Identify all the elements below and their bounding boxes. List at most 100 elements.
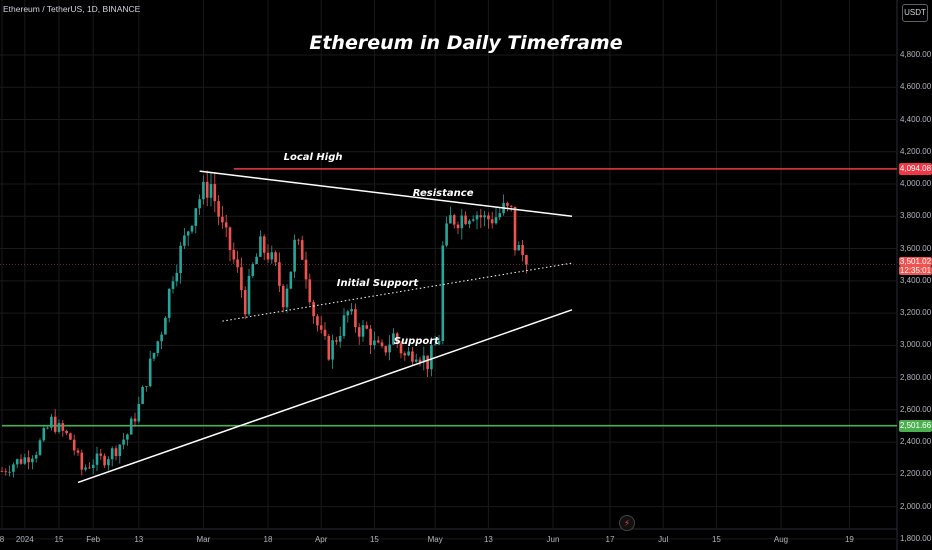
countdown-tag: 12:35:01 xyxy=(899,265,932,275)
candle-body xyxy=(228,227,232,250)
candle-body xyxy=(338,335,342,342)
candle-body xyxy=(475,215,479,220)
candle-body xyxy=(95,453,99,465)
candle-body xyxy=(335,340,338,342)
candle-body xyxy=(137,403,141,422)
candle-body xyxy=(483,215,486,218)
candle-body xyxy=(186,231,190,236)
candle-body xyxy=(376,340,380,343)
candle-body xyxy=(23,457,27,464)
currency-button[interactable]: USDT xyxy=(902,4,928,22)
candle-body xyxy=(297,239,300,241)
candle-body xyxy=(8,471,11,473)
candle-body xyxy=(224,222,228,228)
candle-body xyxy=(19,459,23,464)
candle-body xyxy=(369,328,372,346)
candle-body xyxy=(107,459,110,466)
candle-body xyxy=(300,240,304,260)
candle-body xyxy=(509,205,513,207)
candle-body xyxy=(403,353,407,356)
time-tick-label: 2024 xyxy=(15,535,34,544)
candle-body xyxy=(34,454,38,459)
candle-body xyxy=(255,256,258,264)
candle-body xyxy=(164,317,167,335)
time-tick-label: 13 xyxy=(134,535,144,544)
candle-body xyxy=(498,213,502,218)
price-tick-label: 2,000.00 xyxy=(900,501,932,511)
candle-body xyxy=(312,302,315,317)
candle-body xyxy=(122,439,125,445)
candle-body xyxy=(414,359,418,362)
candle-body xyxy=(517,245,521,251)
level-price-tag: 4,094.08 xyxy=(899,162,932,175)
time-tick-label: 8 xyxy=(0,535,5,544)
candle-body xyxy=(274,252,277,263)
candle-body xyxy=(27,457,30,463)
candle-body xyxy=(46,427,49,429)
price-tick-label: 3,800.00 xyxy=(900,211,932,221)
candle-body xyxy=(141,386,144,404)
time-tick-label: 15 xyxy=(54,535,64,544)
time-tick-label: Jun xyxy=(546,535,560,544)
candle-body xyxy=(319,325,323,330)
candle-body xyxy=(126,434,129,440)
time-tick-label: Feb xyxy=(86,535,101,544)
candle-body xyxy=(388,344,391,353)
candle-body xyxy=(88,467,91,469)
candle-body xyxy=(118,444,122,457)
lightning-icon[interactable]: ⚡ xyxy=(619,515,635,531)
candle-body xyxy=(209,184,213,198)
price-tick-label: 4,400.00 xyxy=(900,114,932,124)
price-tick-label: 3,600.00 xyxy=(900,243,932,253)
candle-body xyxy=(380,342,384,347)
time-tick-label: Aug xyxy=(773,535,789,544)
candle-body xyxy=(270,252,274,260)
candle-body xyxy=(399,343,403,354)
annotation-label: Local High xyxy=(283,152,343,164)
time-tick-label: May xyxy=(427,535,443,544)
candle-body xyxy=(84,467,87,470)
candle-body xyxy=(91,464,95,468)
symbol-title: Ethereum / TetherUS, 1D, BINANCE xyxy=(3,4,141,14)
candle-body xyxy=(38,440,42,455)
candle-body xyxy=(31,458,34,463)
candle-body xyxy=(259,236,262,257)
candle-body xyxy=(293,239,296,272)
candle-body xyxy=(262,236,266,253)
candle-body xyxy=(179,245,182,274)
price-tick-label: 3,400.00 xyxy=(900,275,932,285)
time-tick-label: Mar xyxy=(196,535,211,544)
candle-body xyxy=(251,263,255,276)
candle-body xyxy=(198,199,201,209)
price-tick-label: 4,200.00 xyxy=(900,146,932,156)
candle-body xyxy=(114,448,118,457)
candle-body xyxy=(316,316,319,326)
candle-body xyxy=(357,327,361,337)
current-price-tag: 3,501.02 xyxy=(899,256,932,266)
candle-body xyxy=(129,418,133,435)
price-tick-label: 2,400.00 xyxy=(900,437,932,447)
price-tick-label: 4,600.00 xyxy=(900,82,932,92)
candle-body xyxy=(426,355,429,370)
candle-body xyxy=(76,450,80,453)
candle-body xyxy=(213,184,217,202)
candle-body xyxy=(490,219,494,224)
candle-body xyxy=(183,235,186,246)
candle-body xyxy=(148,358,152,387)
candle-body xyxy=(65,430,68,434)
candle-body xyxy=(110,448,114,460)
candle-body xyxy=(247,275,251,315)
candle-body xyxy=(342,315,346,336)
candle-body xyxy=(445,223,448,246)
time-tick-label: 15 xyxy=(369,535,379,544)
candle-body xyxy=(346,311,350,316)
candle-body xyxy=(145,386,148,387)
price-tick-label: 2,800.00 xyxy=(900,372,932,382)
candle-body xyxy=(289,271,293,289)
candle-body xyxy=(221,216,224,223)
trendline xyxy=(222,262,573,322)
candle-body xyxy=(365,325,369,329)
candle-body xyxy=(468,220,471,225)
